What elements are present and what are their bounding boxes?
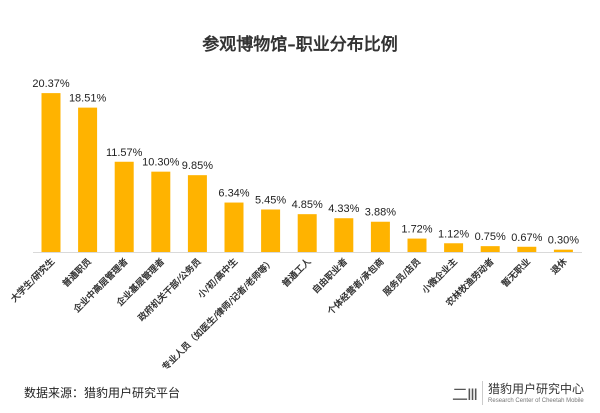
data-label: 10.30% bbox=[142, 157, 180, 169]
data-label: 4.33% bbox=[328, 203, 359, 215]
data-label: 18.51% bbox=[69, 93, 107, 105]
data-label: 0.67% bbox=[511, 232, 542, 244]
logo-mark-icon: ⼆Ⅲ bbox=[452, 380, 484, 405]
bar bbox=[407, 238, 427, 252]
logo-text: 猎豹用户研究中心 bbox=[488, 382, 585, 396]
bar bbox=[334, 218, 354, 252]
data-label: 20.37% bbox=[32, 78, 70, 90]
tick-label: 自由职业者 bbox=[310, 256, 350, 296]
tick-label: 普通职员 bbox=[60, 256, 94, 290]
bar bbox=[480, 246, 500, 252]
tick-label: 普通工人 bbox=[279, 255, 314, 290]
tick-label: 小微企业主 bbox=[419, 256, 460, 297]
bar bbox=[41, 93, 61, 252]
bar bbox=[224, 202, 244, 252]
data-label: 1.72% bbox=[401, 224, 432, 236]
data-label: 9.85% bbox=[182, 160, 213, 172]
data-label: 3.88% bbox=[365, 207, 396, 219]
bar bbox=[187, 175, 207, 252]
bar bbox=[297, 214, 317, 252]
data-label: 11.57% bbox=[106, 147, 143, 159]
bar bbox=[444, 243, 464, 252]
bar bbox=[370, 221, 390, 252]
data-label: 4.85% bbox=[292, 199, 323, 211]
bar bbox=[517, 246, 537, 252]
chart-title: 参观博物馆–职业分布比例 bbox=[202, 35, 398, 55]
tick-label: 服务员/店员 bbox=[380, 256, 423, 299]
logo: ⼆Ⅲ 猎豹用户研究中心 Research Center of Cheetah M… bbox=[452, 380, 584, 405]
data-label: 1.12% bbox=[438, 228, 469, 240]
tick-label: 大学生/研究生 bbox=[8, 256, 57, 305]
bar bbox=[261, 209, 281, 252]
tick-label: 个体经营者/承包商 bbox=[324, 256, 386, 318]
data-label: 5.45% bbox=[255, 194, 286, 206]
tick-label: 退休 bbox=[548, 255, 570, 277]
bar bbox=[114, 161, 134, 252]
logo-subtext: Research Center of Cheetah Mobile bbox=[488, 398, 584, 404]
bar bbox=[553, 249, 573, 252]
data-source: 数据来源：猎豹用户研究平台 bbox=[24, 386, 181, 400]
tick-label: 暂无职业 bbox=[499, 256, 533, 290]
data-label: 6.34% bbox=[218, 188, 249, 200]
bar bbox=[151, 171, 171, 252]
tick-label: 政府机关干部/公务员 bbox=[135, 256, 203, 324]
data-label: 0.30% bbox=[548, 235, 579, 247]
bar bbox=[78, 107, 98, 252]
data-label: 0.75% bbox=[475, 231, 506, 243]
